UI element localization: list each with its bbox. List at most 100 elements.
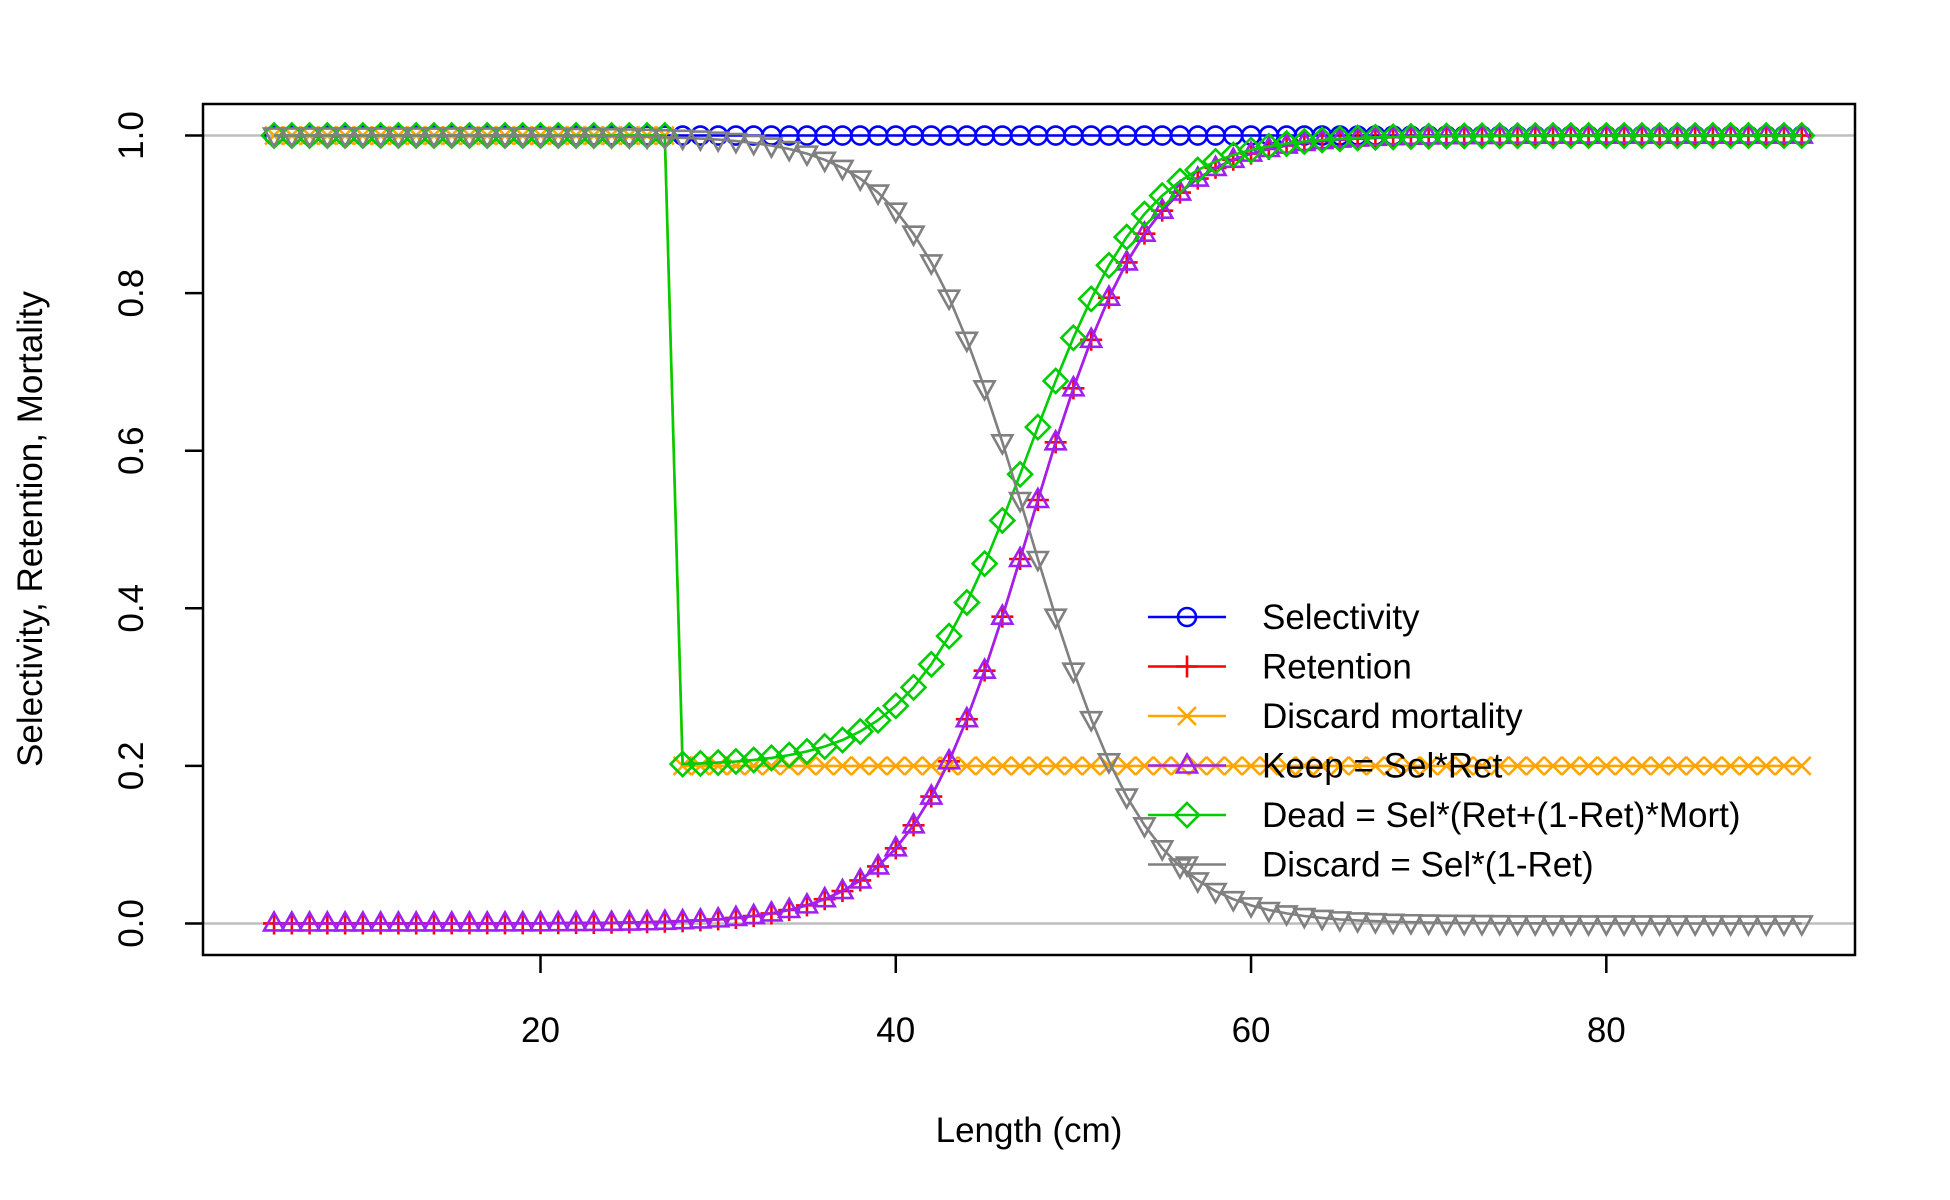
y-tick-label: 0.6	[112, 426, 151, 475]
data-point	[1771, 121, 1797, 144]
data-point	[1363, 912, 1388, 935]
data-point	[1274, 905, 1299, 928]
x-tick-label: 60	[1232, 1011, 1271, 1050]
data-point	[1365, 755, 1386, 776]
legend-label: Discard mortality	[1262, 697, 1523, 736]
data-point	[741, 902, 766, 925]
data-point	[865, 852, 891, 875]
data-point	[1114, 248, 1139, 271]
data-point	[403, 127, 429, 150]
data-point	[563, 909, 589, 932]
data-point	[1096, 752, 1122, 775]
data-point	[1041, 367, 1070, 395]
data-point	[1347, 755, 1368, 776]
data-point	[563, 127, 589, 150]
data-point	[954, 331, 980, 354]
data-point	[1771, 915, 1797, 938]
data-point	[510, 127, 535, 150]
data-point	[814, 755, 835, 776]
data-point	[848, 170, 873, 193]
data-point	[1578, 755, 1599, 776]
data-point	[812, 151, 837, 174]
data-point	[972, 380, 997, 402]
data-point	[368, 909, 393, 932]
series-layer	[260, 121, 1816, 938]
legend-marker	[1174, 751, 1200, 774]
data-point	[1523, 121, 1548, 144]
data-point	[1451, 122, 1477, 145]
data-point	[670, 129, 695, 152]
data-point	[1505, 122, 1530, 145]
data-point	[830, 877, 855, 900]
data-point	[1487, 914, 1512, 937]
legend-entry: Retention	[1148, 648, 1412, 687]
data-point	[457, 909, 482, 932]
data-point	[1150, 840, 1175, 863]
data-point	[670, 907, 695, 930]
y-tick-label: 1.0	[112, 111, 151, 160]
data-point	[1043, 608, 1068, 631]
data-point	[883, 202, 908, 225]
data-point	[776, 896, 802, 919]
legend-marker	[1176, 655, 1198, 678]
data-point	[990, 434, 1015, 456]
data-point	[1148, 181, 1177, 210]
x-tick-label: 80	[1587, 1011, 1626, 1050]
data-point	[510, 909, 535, 932]
data-point	[1221, 890, 1246, 913]
data-point	[990, 603, 1015, 625]
data-point	[1203, 882, 1228, 905]
data-point	[988, 506, 1017, 535]
data-point	[794, 891, 820, 914]
data-point	[919, 254, 944, 277]
data-point	[1791, 755, 1812, 776]
data-point	[1312, 755, 1333, 776]
data-point	[1095, 251, 1123, 280]
data-point	[1682, 915, 1708, 938]
data-point	[830, 159, 855, 182]
data-point	[1738, 755, 1759, 776]
data-point	[1167, 858, 1193, 881]
legend-label: Discard = Sel*(1-Ret)	[1262, 846, 1594, 885]
data-point	[1150, 196, 1175, 219]
data-point	[350, 127, 376, 150]
data-point	[1276, 755, 1297, 776]
data-point	[1309, 909, 1335, 932]
data-point	[1667, 755, 1688, 776]
data-point	[812, 885, 837, 908]
data-point	[919, 782, 944, 805]
data-point	[1059, 323, 1088, 352]
data-point	[1010, 755, 1031, 776]
data-point	[617, 908, 642, 931]
data-point	[1130, 200, 1159, 228]
data-point	[1096, 284, 1122, 307]
data-point	[775, 741, 804, 769]
data-point	[1469, 914, 1495, 937]
data-point	[1024, 413, 1052, 441]
data-point	[297, 127, 322, 150]
data-point	[439, 909, 464, 932]
data-point	[832, 755, 853, 776]
data-point	[1434, 122, 1459, 145]
data-point	[1025, 486, 1051, 509]
data-point	[828, 726, 857, 754]
y-axis-label: Selectivity, Retention, Mortality	[11, 291, 50, 767]
data-point	[1416, 914, 1441, 937]
data-point	[332, 127, 358, 150]
legend-marker	[1177, 706, 1197, 726]
data-point	[705, 131, 731, 154]
data-point	[901, 225, 926, 248]
y-tick-label: 0.8	[112, 269, 151, 318]
data-point	[332, 909, 358, 932]
data-point	[921, 755, 942, 776]
data-point	[1523, 915, 1548, 938]
data-point	[759, 137, 784, 160]
data-point	[1166, 167, 1194, 196]
data-point	[1329, 755, 1350, 776]
legend-label: Retention	[1262, 648, 1412, 687]
data-point	[652, 128, 678, 151]
data-point	[1736, 121, 1761, 144]
x-tick-label: 40	[876, 1011, 915, 1050]
data-point	[883, 834, 908, 857]
